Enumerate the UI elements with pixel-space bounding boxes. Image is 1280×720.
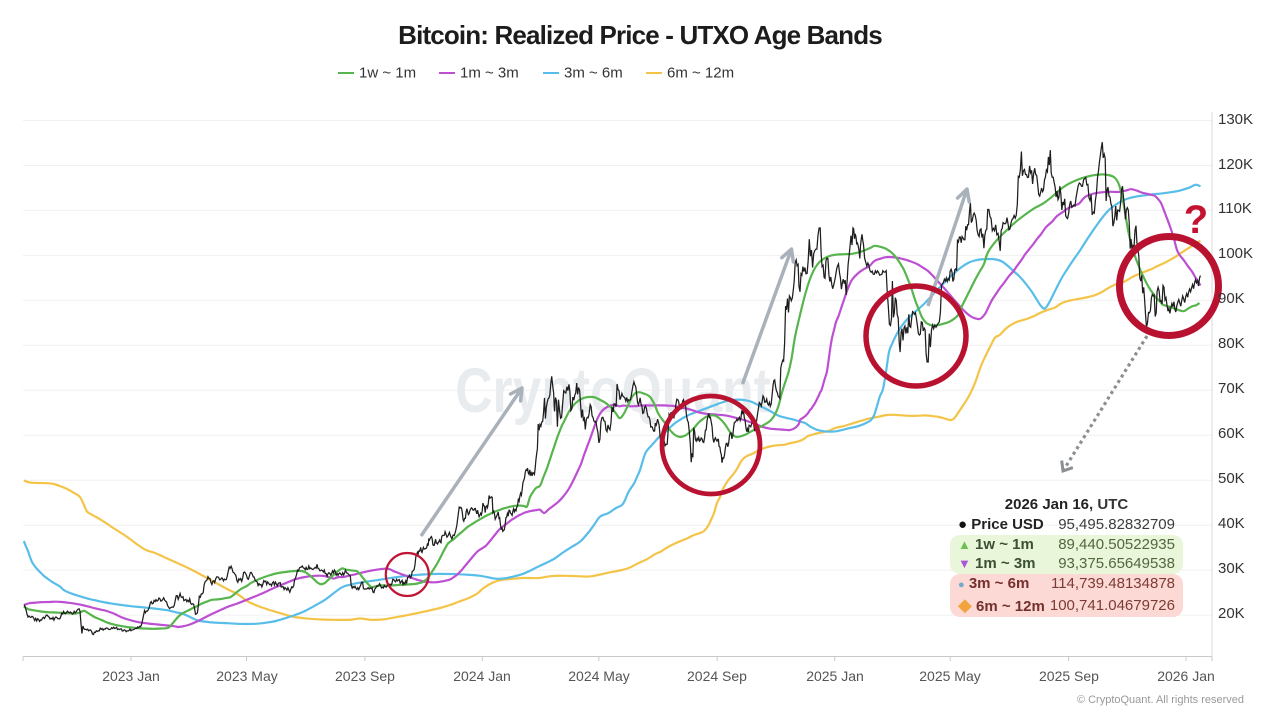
svg-text:?: ? [1184, 198, 1208, 242]
